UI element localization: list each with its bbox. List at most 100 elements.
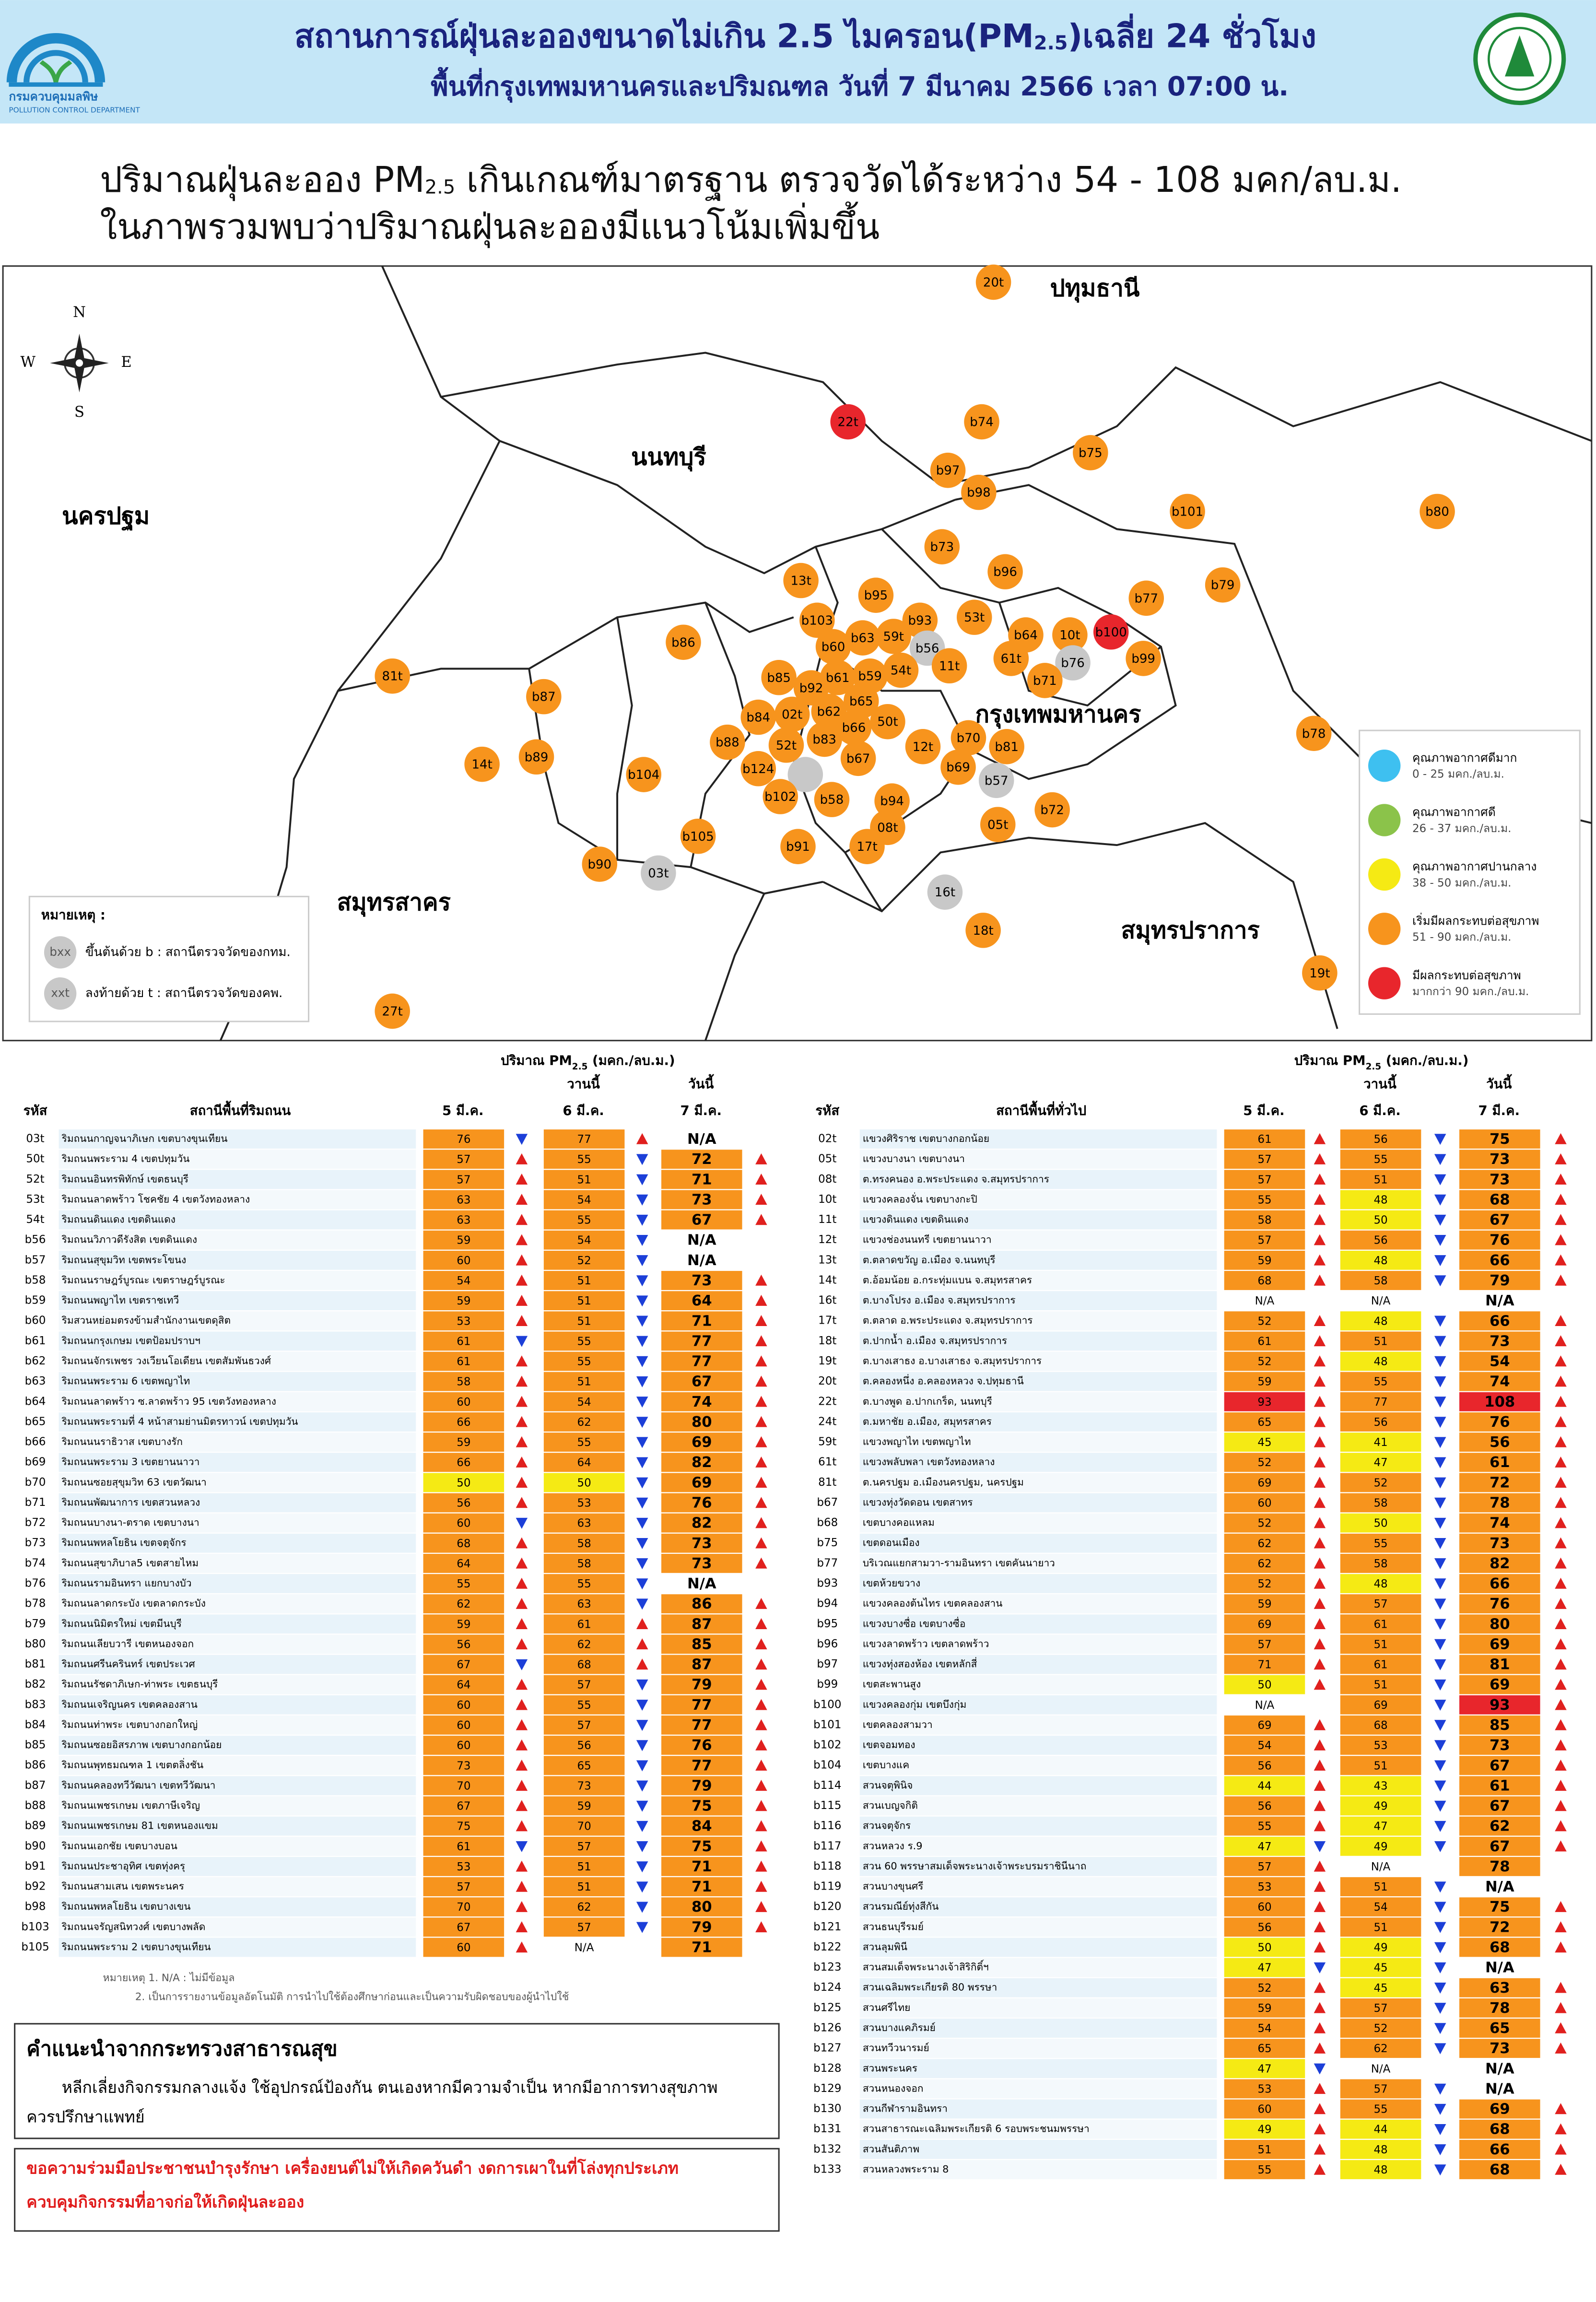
station-marker [763,779,798,814]
value-cell [543,1513,625,1533]
text-part: ปริมาณ PM [1294,1053,1366,1069]
station-marker [820,660,856,695]
value-cell [543,1433,625,1452]
value-label: 61 [457,1335,470,1348]
trend-arrow [516,1597,528,1609]
trend-arrow [755,1638,767,1650]
trend-arrow [1434,1820,1446,1832]
value-cell [661,1351,742,1371]
trend-arrow [755,1880,767,1892]
value-label: 68 [577,1659,591,1671]
trend-arrow [516,1759,528,1771]
value-label: 60 [1257,2103,1271,2116]
row-bg [59,1150,416,1169]
value-label: 73 [692,1555,712,1572]
trend-arrow [1555,1274,1567,1286]
value-label: 66 [1490,1252,1510,1269]
note-badge [44,936,77,969]
value-label: 51 [577,1275,591,1287]
row-bg [859,1998,1217,2018]
value-cell [1459,1756,1540,1775]
station-name: สวน 60 พรรษาสมเด็จพระนางเจ้าพระบรมราชินี… [863,1859,1086,1872]
station-name: สวนทวีวนารมย์ [863,2042,929,2054]
note-title: หมายเหตุ : [41,907,106,923]
station-code: b79 [25,1618,46,1630]
value-label: 76 [1490,1232,1510,1249]
trend-arrow [1434,1457,1446,1468]
station-marker [375,993,410,1029]
summary: ปริมาณฝุ่นละออง PM2.5 เกินเกณฑ์มาตรฐาน ต… [100,160,1402,201]
value-cell [543,1150,625,1169]
station-marker [582,846,618,882]
trend-arrow [516,1294,528,1306]
station-marker [927,874,963,910]
value-label: 61 [1257,1335,1271,1348]
trend-arrow [1434,1315,1446,1327]
station-name: แขวงทุ่งสองห้อง เขตหลักสี่ [863,1657,977,1670]
value-cell [1224,1634,1305,1654]
value-cell [1459,1533,1540,1553]
row-bg [859,2079,1217,2099]
value-cell [661,1473,742,1492]
trend-arrow [1314,1780,1326,1791]
value-label: 73 [1490,1171,1510,1188]
value-label: 55 [1373,1153,1387,1166]
value-label: 67 [692,1212,712,1229]
table-measure: ปริมาณ PM2.5 (มคก./ลบ.ม.) [1294,1053,1469,1072]
station-marker [787,757,823,792]
value-label: 61 [457,1841,470,1853]
value-cell [1340,1978,1421,1997]
trend-arrow [1314,1921,1326,1933]
text-sub: 2.5 [425,176,455,198]
value-label: 65 [1257,2043,1271,2055]
value-label: 78 [1490,2000,1510,2017]
station-label: 08t [877,821,898,835]
station-marker [1205,567,1241,603]
station-name: สวนบางแคภิรมย์ [863,2022,936,2033]
station-code: b117 [813,1840,841,1852]
station-label: b59 [858,669,882,684]
value-cell [543,1250,625,1270]
row-bg [59,1311,416,1331]
value-cell [1340,1836,1421,1856]
trend-arrow [516,1880,528,1892]
value-label: 49 [1257,2124,1271,2136]
trend-arrow [755,1436,767,1447]
value-label: 53 [457,1861,470,1873]
value-label: 51 [1373,1881,1387,1893]
value-cell [1340,1230,1421,1250]
value-label: 73 [1490,1535,1510,1552]
value-label: 55 [1257,2164,1271,2176]
trend-arrow [1314,1335,1326,1347]
station-name: แขวงช่องนนทรี เขตยานนาวา [863,1234,992,1245]
value-cell [1459,1978,1540,1997]
value-cell [423,1816,505,1836]
row-bg [859,1736,1217,1755]
advice-box [14,2023,780,2139]
value-cell [661,1776,742,1796]
value-label: 48 [1373,1356,1387,1368]
trend-arrow [1314,2143,1326,2155]
station-code: b61 [25,1335,46,1347]
value-cell [1459,1796,1540,1816]
row-bg [59,1473,416,1492]
trend-arrow [636,1841,648,1853]
row-bg [859,1392,1217,1411]
trend-arrow [755,1375,767,1387]
trend-arrow [1434,1477,1446,1489]
row-bg [859,1776,1217,1796]
trend-arrow [1314,2103,1326,2114]
value-label: 60 [457,1739,470,1752]
trend-arrow [1555,1315,1567,1326]
value-label: 75 [692,1838,712,1855]
station-code: 12t [818,1233,836,1246]
legend-swatch [1368,913,1401,945]
station-label: b80 [1425,505,1449,519]
value-label: 68 [1373,1719,1387,1732]
value-label: 52 [1257,1356,1271,1368]
trend-arrow [755,1699,767,1710]
value-cell [1224,1736,1305,1755]
station-label: 17t [857,840,877,854]
value-label: 44 [1257,1780,1271,1792]
value-label: 59 [457,1436,470,1449]
